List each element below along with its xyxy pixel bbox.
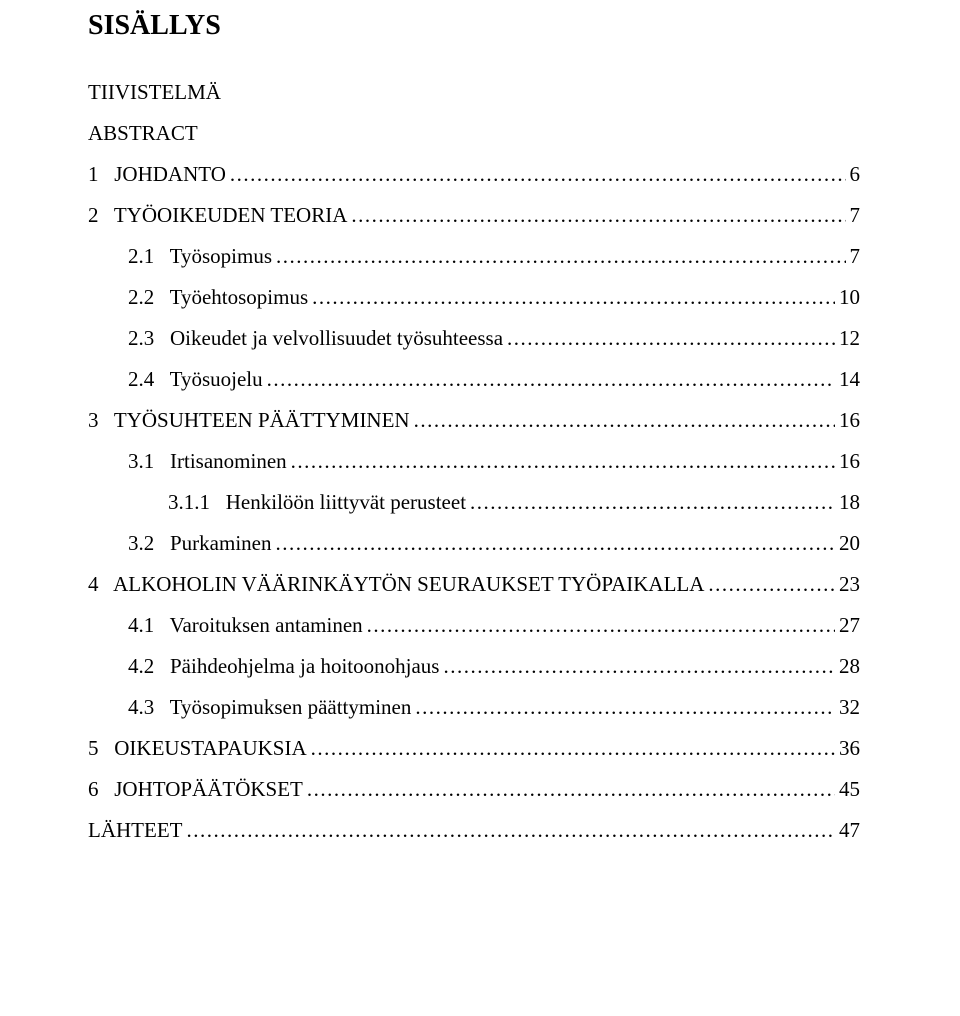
toc-leader-dots: ........................................… <box>303 779 835 800</box>
toc-entry: 4.3 Työsopimuksen päättyminen ..........… <box>88 697 860 718</box>
toc-entry-label: 4.2 Päihdeohjelma ja hoitoonohjaus <box>88 656 439 677</box>
toc-leader-dots: ........................................… <box>410 410 835 431</box>
toc-entry-page: 7 <box>846 246 861 267</box>
toc-entry: 3.1 Irtisanominen ......................… <box>88 451 860 472</box>
toc-entry-page: 27 <box>835 615 860 636</box>
toc-leader-dots: ........................................… <box>287 451 835 472</box>
toc-entry-label: 3.1.1 Henkilöön liittyvät perusteet <box>88 492 466 513</box>
toc-entry-label: 3.1 Irtisanominen <box>88 451 287 472</box>
toc-entry: 4.1 Varoituksen antaminen ..............… <box>88 615 860 636</box>
toc-entry-label: 4.1 Varoituksen antaminen <box>88 615 363 636</box>
toc-entry-page: 28 <box>835 656 860 677</box>
toc-entry: 2 TYÖOIKEUDEN TEORIA ...................… <box>88 205 860 226</box>
toc-entry: 2.2 Työehtosopimus .....................… <box>88 287 860 308</box>
toc-entry-label: 2.4 Työsuojelu <box>88 369 263 390</box>
table-of-contents: TIIVISTELMÄ ABSTRACT 1 JOHDANTO ..........… <box>88 82 860 841</box>
page-container: SISÄLLYS TIIVISTELMÄ ABSTRACT 1 JOHDANTO .… <box>0 0 960 841</box>
toc-entry-label: 3 TYÖSUHTEEN PÄÄTTYMINEN <box>88 410 410 431</box>
toc-entry-page: 7 <box>846 205 861 226</box>
toc-entry: 3.2 Purkaminen .........................… <box>88 533 860 554</box>
toc-entry-page: 36 <box>835 738 860 759</box>
toc-entry-label: 5 OIKEUSTAPAUKSIA <box>88 738 307 759</box>
toc-leader-dots: ........................................… <box>363 615 835 636</box>
toc-entry-page: 45 <box>835 779 860 800</box>
toc-entry-page: 23 <box>835 574 860 595</box>
toc-leader-dots: ........................................… <box>704 574 835 595</box>
toc-entry-page: 16 <box>835 410 860 431</box>
toc-entry-label: 2.2 Työehtosopimus <box>88 287 308 308</box>
toc-entry-page: 47 <box>835 820 860 841</box>
toc-entry: 2.3 Oikeudet ja velvollisuudet työsuhtee… <box>88 328 860 349</box>
toc-leader-dots: ........................................… <box>347 205 845 226</box>
toc-entry-label: LÄHTEET <box>88 820 182 841</box>
toc-entry-label: TIIVISTELMÄ <box>88 82 221 103</box>
toc-entry-page: 20 <box>835 533 860 554</box>
toc-entry-label: ABSTRACT <box>88 123 198 144</box>
toc-entry-page: 6 <box>846 164 861 185</box>
document-title: SISÄLLYS <box>88 10 860 42</box>
toc-entry-label: 3.2 Purkaminen <box>88 533 271 554</box>
toc-leader-dots: ........................................… <box>263 369 835 390</box>
toc-entry-label: 4.3 Työsopimuksen päättyminen <box>88 697 411 718</box>
toc-entry-label: 6 JOHTOPÄÄTÖKSET <box>88 779 303 800</box>
toc-entry: 3.1.1 Henkilöön liittyvät perusteet ....… <box>88 492 860 513</box>
toc-entry: 2.1 Työsopimus .........................… <box>88 246 860 267</box>
toc-entry: 3 TYÖSUHTEEN PÄÄTTYMINEN ...............… <box>88 410 860 431</box>
toc-leader-dots: ........................................… <box>503 328 835 349</box>
toc-entry-page: 18 <box>835 492 860 513</box>
toc-leader-dots: ........................................… <box>226 164 846 185</box>
toc-entry: TIIVISTELMÄ <box>88 82 860 103</box>
toc-entry-label: 2.1 Työsopimus <box>88 246 272 267</box>
toc-entry: 2.4 Työsuojelu .........................… <box>88 369 860 390</box>
toc-entry-page: 10 <box>835 287 860 308</box>
toc-entry: ABSTRACT <box>88 123 860 144</box>
toc-entry-label: 2 TYÖOIKEUDEN TEORIA <box>88 205 347 226</box>
toc-leader-dots: ........................................… <box>308 287 835 308</box>
toc-entry: 4 ALKOHOLIN VÄÄRINKÄYTÖN SEURAUKSET TYÖP… <box>88 574 860 595</box>
toc-entry-label: 4 ALKOHOLIN VÄÄRINKÄYTÖN SEURAUKSET TYÖP… <box>88 574 704 595</box>
toc-entry-page: 16 <box>835 451 860 472</box>
toc-entry-label: 2.3 Oikeudet ja velvollisuudet työsuhtee… <box>88 328 503 349</box>
toc-entry-page: 12 <box>835 328 860 349</box>
toc-entry: 4.2 Päihdeohjelma ja hoitoonohjaus .....… <box>88 656 860 677</box>
toc-entry: LÄHTEET ................................… <box>88 820 860 841</box>
toc-entry-label: 1 JOHDANTO <box>88 164 226 185</box>
toc-leader-dots: ........................................… <box>411 697 835 718</box>
toc-leader-dots: ........................................… <box>271 533 835 554</box>
toc-leader-dots: ........................................… <box>307 738 835 759</box>
toc-entry: 6 JOHTOPÄÄTÖKSET .......................… <box>88 779 860 800</box>
toc-leader-dots: ........................................… <box>182 820 835 841</box>
toc-entry-page: 32 <box>835 697 860 718</box>
toc-entry: 5 OIKEUSTAPAUKSIA ......................… <box>88 738 860 759</box>
toc-entry-page: 14 <box>835 369 860 390</box>
toc-leader-dots: ........................................… <box>439 656 835 677</box>
toc-entry: 1 JOHDANTO .............................… <box>88 164 860 185</box>
toc-leader-dots: ........................................… <box>272 246 846 267</box>
toc-leader-dots: ........................................… <box>466 492 835 513</box>
